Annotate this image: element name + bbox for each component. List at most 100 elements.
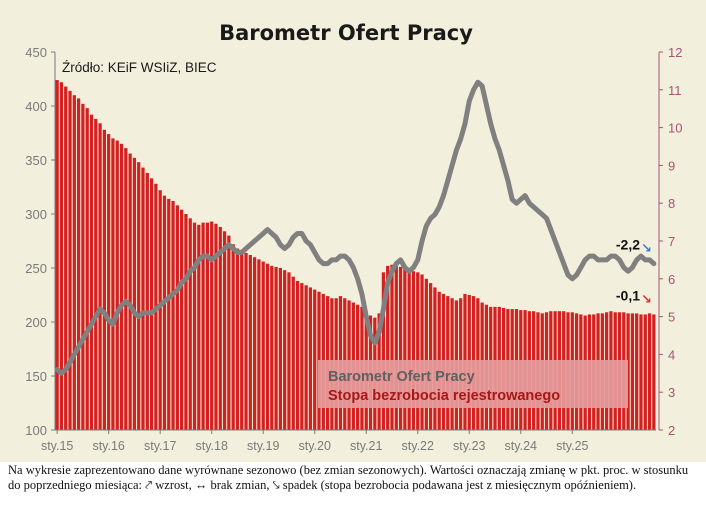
bar: [398, 266, 403, 430]
left-axis-tick-label: 100: [25, 423, 47, 438]
bar: [192, 222, 197, 430]
left-axis: 100 150 200 250 300 350 400 450: [25, 45, 56, 438]
bar: [308, 287, 313, 430]
right-axis-tick-label: 5: [668, 310, 675, 325]
x-axis-tick-label: sty.24: [505, 439, 537, 453]
bar: [252, 257, 257, 430]
bar: [55, 80, 59, 430]
bar: [149, 178, 154, 430]
x-axis-tick-label: sty.17: [144, 439, 176, 453]
bar: [132, 157, 137, 430]
bar: [188, 218, 192, 430]
bar: [304, 285, 308, 430]
right-axis-tick-label: 9: [668, 158, 675, 173]
bar: [222, 231, 227, 430]
left-axis-tick-label: 300: [25, 207, 47, 222]
bar: [240, 250, 244, 430]
x-axis-tick-label: sty.25: [556, 439, 588, 453]
bar: [411, 271, 416, 430]
bar: [647, 313, 652, 430]
bar: [128, 153, 132, 430]
x-axis: sty.15 sty.16 sty.17 sty.18 sty.19 sty.20 sty.…: [41, 429, 656, 453]
bar: [201, 222, 205, 430]
unemployment-line: [54, 79, 657, 376]
bar: [257, 259, 261, 430]
bar: [300, 283, 304, 430]
x-axis-tick-label: sty.16: [92, 439, 124, 453]
x-axis-tick-label: sty.21: [350, 439, 382, 453]
bar: [420, 274, 424, 430]
annotations: -2,2 ↘-0,1 ↘: [616, 237, 652, 308]
bar: [180, 209, 184, 430]
bar: [158, 190, 162, 430]
bar: [64, 86, 68, 430]
legend-label-unemployment: Stopa bezrobocia rejestrowanego: [328, 388, 560, 404]
bar: [424, 278, 428, 430]
bar: [102, 129, 106, 430]
bar: [235, 248, 240, 430]
bar: [626, 313, 630, 430]
left-axis-tick-label: 200: [25, 315, 47, 330]
bar: [428, 283, 433, 430]
bar: [115, 140, 119, 430]
chart-container: Barometr Ofert Pracy Źródło: KEiF WSIiZ,…: [0, 0, 706, 462]
bar: [124, 148, 128, 430]
left-axis-tick-label: 150: [25, 369, 47, 384]
bar: [210, 221, 214, 430]
bar: [137, 162, 141, 430]
right-axis-tick-label: 11: [668, 83, 682, 98]
bar: [248, 255, 252, 430]
left-axis-tick-label: 450: [25, 45, 47, 60]
bar: [390, 264, 394, 430]
bar: [403, 268, 407, 430]
bar: [214, 223, 218, 430]
x-axis-tick-label: sty.19: [247, 439, 279, 453]
legend-label-barometer: Barometr Ofert Pracy: [328, 369, 475, 385]
source-note: Źródło: KEiF WSIiZ, BIEC: [62, 60, 217, 75]
chart-title: Barometr Ofert Pracy: [219, 21, 473, 45]
bar: [162, 195, 167, 430]
bar: [171, 201, 175, 430]
bar: [231, 244, 235, 430]
line-series: [54, 79, 657, 376]
bar: [81, 103, 85, 430]
bar: [265, 263, 270, 430]
bar: [85, 108, 89, 430]
bar: [416, 272, 420, 430]
bar: [167, 198, 171, 430]
chart: Barometr Ofert Pracy Źródło: KEiF WSIiZ,…: [0, 0, 706, 462]
bar: [652, 314, 656, 430]
bar: [313, 289, 317, 430]
bar: [381, 272, 386, 430]
bar: [291, 276, 295, 430]
bar: [218, 226, 222, 430]
bar: [287, 272, 291, 430]
bar: [119, 143, 124, 431]
bar: [643, 314, 647, 430]
bar: [111, 138, 115, 430]
bar: [407, 270, 411, 430]
bar: [295, 280, 300, 430]
bar: [89, 114, 94, 430]
bar: [386, 265, 390, 430]
right-axis: 2 3 4 5 6 7 8 9 10 11 12: [658, 45, 682, 438]
bar: [94, 118, 98, 431]
right-axis-tick-label: 4: [668, 347, 675, 362]
bar: [141, 167, 145, 430]
x-axis-tick-label: sty.22: [402, 439, 434, 453]
bar: [197, 224, 201, 430]
right-axis-tick-label: 8: [668, 196, 675, 211]
bar: [270, 265, 274, 430]
bar: [283, 270, 287, 430]
bar: [175, 205, 179, 430]
right-axis-tick-label: 2: [668, 423, 675, 438]
bar: [630, 313, 635, 430]
bar: [68, 90, 72, 430]
bar: [107, 134, 111, 430]
bar: [145, 172, 149, 430]
bar: [98, 123, 102, 430]
right-axis-tick-label: 6: [668, 272, 675, 287]
x-axis-tick-label: sty.15: [41, 439, 73, 453]
left-axis-tick-label: 250: [25, 261, 47, 276]
x-axis-tick-label: sty.18: [195, 439, 227, 453]
